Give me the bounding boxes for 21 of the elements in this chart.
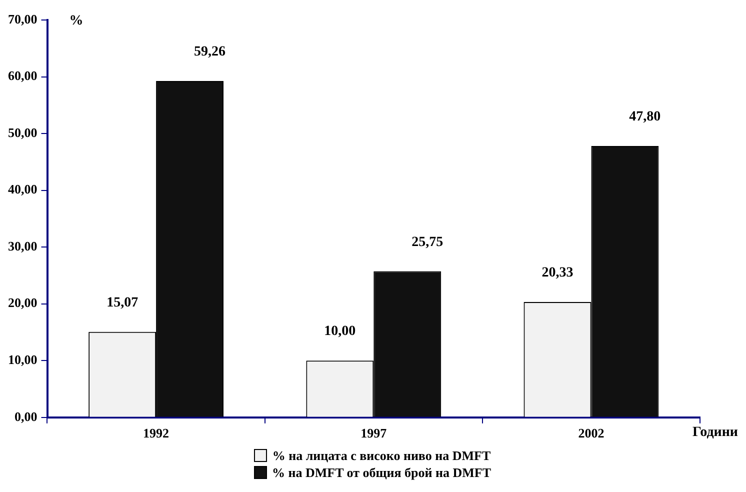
- y-tick-label: 0,00: [14, 408, 38, 424]
- legend-label: % на лицата с високо ниво на DMFT: [272, 448, 491, 464]
- y-tick-label: 60,00: [8, 68, 38, 84]
- y-tick-label: 30,00: [8, 238, 38, 254]
- y-tick-label: 50,00: [8, 124, 38, 140]
- legend-label: % на DMFT от общия брой на DMFT: [272, 464, 491, 480]
- y-tick-label: 10,00: [8, 352, 38, 367]
- x-tick-label: 1997: [360, 426, 388, 441]
- data-label: 47,80: [629, 110, 661, 125]
- data-label: 25,75: [412, 234, 444, 250]
- y-tick-label: 20,00: [8, 295, 38, 310]
- x-tick-label: 2002: [578, 426, 604, 441]
- y-axis-title: %: [69, 14, 84, 29]
- data-label: 20,33: [542, 266, 574, 281]
- x-axis-title: Години: [692, 425, 738, 440]
- x-tick-label: 1992: [143, 426, 170, 441]
- y-tick-label: 70,00: [8, 11, 38, 26]
- data-label: 59,26: [194, 44, 226, 60]
- data-label: 15,07: [106, 295, 138, 310]
- y-tick-label: 40,00: [8, 182, 38, 197]
- data-label: 10,00: [324, 324, 356, 340]
